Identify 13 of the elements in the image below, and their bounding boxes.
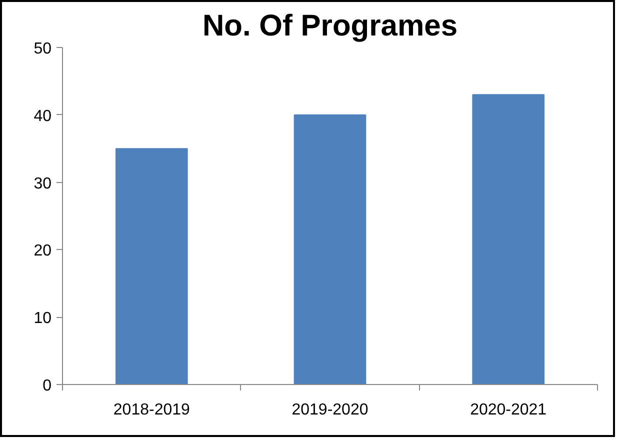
- bar: [116, 148, 188, 384]
- y-tick-label: 40: [34, 108, 52, 125]
- bar: [294, 114, 366, 384]
- x-tick-label: 2018-2019: [113, 402, 190, 418]
- bar: [472, 94, 544, 384]
- y-tick-label: 30: [34, 175, 52, 192]
- y-tick-label: 10: [34, 310, 52, 328]
- y-tick-label: 50: [34, 40, 52, 58]
- y-tick-label: 20: [34, 242, 52, 260]
- chart-title: No. Of Programes: [202, 10, 458, 42]
- x-tick-label: 2020-2021: [470, 402, 547, 418]
- x-tick-label: 2019-2020: [292, 402, 368, 418]
- y-tick-label: 0: [42, 378, 52, 394]
